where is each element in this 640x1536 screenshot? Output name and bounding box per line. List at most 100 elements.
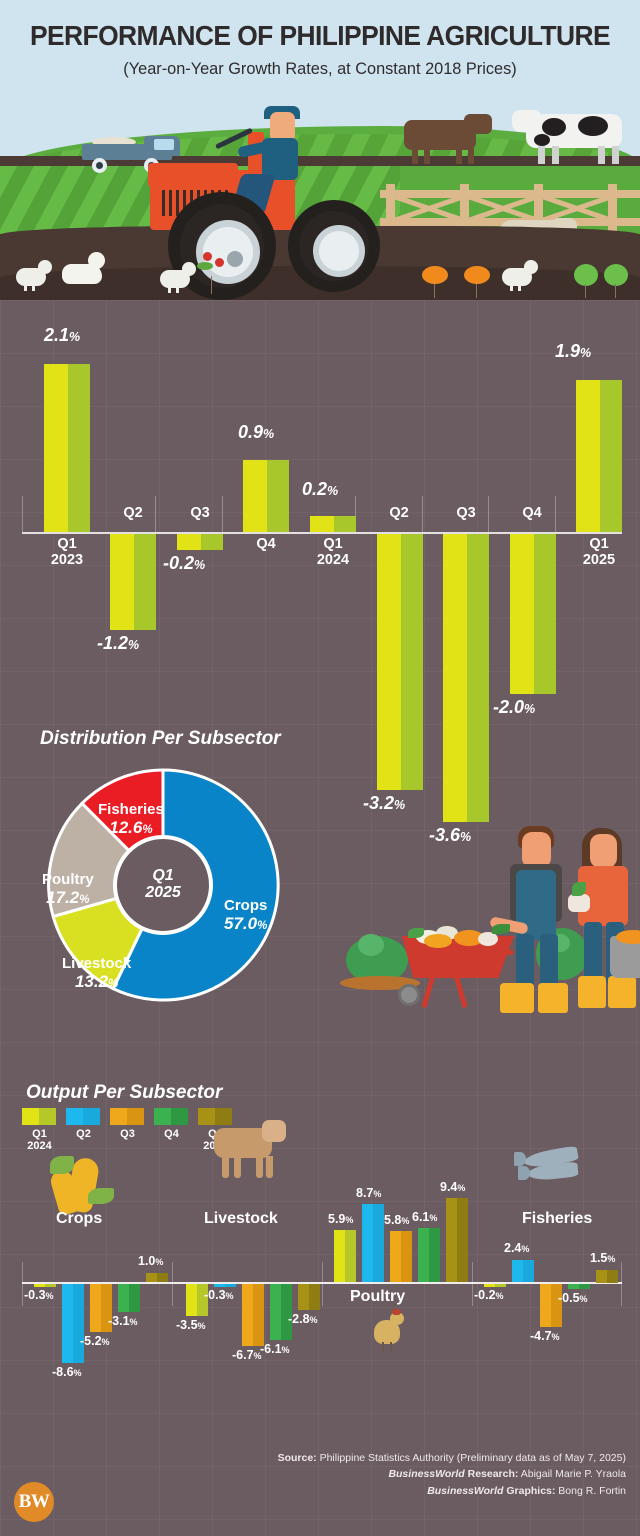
- wheelbarrow-leg: [453, 973, 468, 1009]
- bar-q1-2024: [310, 516, 356, 532]
- brown-cow-icon: [398, 110, 492, 164]
- footer-source: Source: Philippine Statistics Authority …: [278, 1450, 626, 1467]
- output-value-crops-q3: -5.2%: [80, 1334, 110, 1348]
- output-bar-livestock-q4: [270, 1284, 292, 1340]
- chicken-icon: [500, 260, 542, 291]
- output-bar-crops-q1-2024: [34, 1284, 56, 1287]
- output-value-livestock-q4: -6.1%: [260, 1342, 290, 1356]
- bar-value-q2-2024: -3.2%: [363, 793, 406, 813]
- donut-center-line2: 2025: [145, 884, 181, 901]
- bar-q4-2024: [510, 534, 556, 694]
- output-bar-fisheries-q4: [568, 1284, 590, 1289]
- bush-highlight: [358, 934, 384, 956]
- output-bar-livestock-q3: [242, 1284, 264, 1346]
- chicken-icon: [158, 262, 200, 293]
- slice-label-livestock: Livestock 13.2%: [62, 955, 132, 991]
- cow-icon: [208, 1114, 286, 1180]
- chicken-icon: [14, 260, 56, 291]
- businessworld-logo[interactable]: BW: [14, 1482, 54, 1522]
- output-bar-poultry-q1-2024: [334, 1230, 356, 1282]
- output-bar-crops-q3: [90, 1284, 112, 1332]
- output-title: Output Per Subsector: [26, 1082, 223, 1103]
- output-bar-poultry-q2: [362, 1204, 384, 1282]
- legend-item-q1-2024: Q1 2024: [22, 1108, 57, 1153]
- output-bar-livestock-q2: [214, 1284, 236, 1287]
- output-value-livestock-q2: -0.3%: [204, 1288, 234, 1302]
- bar-q3-2024: [443, 534, 489, 822]
- farmer-female-head: [590, 834, 617, 868]
- output-bar-crops-q2: [62, 1284, 84, 1363]
- bar-q1-2025: [576, 380, 622, 532]
- axis-tick: [355, 496, 356, 532]
- footer-graphics-brand: BusinessWorld: [427, 1485, 504, 1498]
- header: PERFORMANCE OF PHILIPPINE AGRICULTURE (Y…: [0, 0, 640, 100]
- axis-tick: [155, 496, 156, 532]
- bar-q4-2023: [243, 460, 289, 532]
- footer-graphics-label: Graphics:: [506, 1485, 556, 1498]
- legend-swatch-q1-2025: [198, 1108, 232, 1125]
- farmer-male-leg: [516, 934, 534, 992]
- bar-value-q3-2024: -3.6%: [429, 825, 472, 845]
- axis-tick: [488, 496, 489, 532]
- group-label-livestock: Livestock: [204, 1210, 278, 1227]
- output-value-fisheries-q4: -0.5%: [558, 1291, 588, 1305]
- output-value-fisheries-q3: -4.7%: [530, 1329, 560, 1343]
- bar-label-q3-2023: Q3: [190, 505, 210, 521]
- footer-research-brand: BusinessWorld: [388, 1468, 465, 1481]
- footer-research: BusinessWorld Research: Abigail Marie P.…: [278, 1466, 626, 1483]
- output-axis-tick: [22, 1262, 23, 1306]
- bar-value-q4-2023: 0.9%: [238, 422, 275, 442]
- farmer-male-head: [522, 832, 551, 868]
- radish-leaves: [572, 882, 586, 896]
- slice-label-poultry: Poultry 17.2%: [42, 871, 94, 907]
- output-value-crops-q1-2025: 1.0%: [138, 1254, 164, 1268]
- output-bar-crops-q1-2025: [146, 1273, 168, 1282]
- output-value-poultry-q1-2025: 9.4%: [440, 1180, 466, 1194]
- bar-label-q1-2023: Q1 2023: [50, 536, 84, 569]
- donut-center-label: Q1 2025: [113, 835, 213, 935]
- bucket-produce: [616, 930, 640, 944]
- donut-center-line1: Q1: [152, 867, 174, 885]
- output-bar-fisheries-q2: [512, 1260, 534, 1282]
- group-label-fisheries: Fisheries: [522, 1210, 593, 1227]
- distribution-section: Distribution Per Subsector Q1 2025 Crops…: [0, 720, 340, 1060]
- output-value-poultry-q1-2024: 5.9%: [328, 1212, 354, 1226]
- bar-label-q4-2024: Q4: [522, 505, 542, 521]
- output-axis-tick: [322, 1262, 323, 1306]
- bar-label-q1-2025: Q1 2025: [582, 536, 616, 569]
- legend-label-q1-2024: Q1 2024: [27, 1128, 52, 1153]
- bar-value-q3-2023: -0.2%: [163, 553, 206, 573]
- footer-source-text: Philippine Statistics Authority (Prelimi…: [319, 1451, 626, 1464]
- output-value-fisheries-q1-2024: -0.2%: [474, 1288, 504, 1302]
- bar-value-q1-2024: 0.2%: [302, 479, 339, 499]
- output-axis-tick: [172, 1262, 173, 1306]
- legend-label-q3: Q3: [120, 1128, 135, 1140]
- bar-label-q2-2024: Q2: [389, 505, 409, 521]
- output-axis-tick: [621, 1262, 622, 1306]
- wheelbarrow-wheel: [398, 984, 420, 1006]
- output-value-crops-q1-2024: -0.3%: [24, 1288, 54, 1302]
- bar-label-q2-2023: Q2: [123, 505, 143, 521]
- farmer-female-boot: [578, 976, 606, 1008]
- dirt-road: [0, 156, 640, 166]
- axis-tick: [422, 496, 423, 532]
- corn-icon: [48, 1154, 118, 1222]
- page-subtitle: (Year-on-Year Growth Rates, at Constant …: [123, 58, 517, 78]
- farmer-female-leg: [584, 922, 602, 984]
- footer-graphics: BusinessWorld Graphics: Bong R. Fortin: [278, 1483, 626, 1500]
- cabbage-row-icon: [572, 262, 640, 298]
- output-bar-fisheries-q1-2024: [484, 1284, 506, 1287]
- footer-research-name: Abigail Marie P. Yraola: [520, 1468, 626, 1481]
- output-value-fisheries-q2: 2.4%: [504, 1241, 530, 1255]
- output-value-livestock-q1-2025: -2.8%: [288, 1312, 318, 1326]
- bar-q2-2024: [377, 534, 423, 790]
- legend-swatch-q3: [110, 1108, 144, 1125]
- bar-q3-2023: [177, 534, 223, 550]
- legend-swatch-q1-2024: [22, 1108, 56, 1125]
- wheelbarrow-leg: [421, 973, 436, 1009]
- output-value-livestock-q1-2024: -3.5%: [176, 1318, 206, 1332]
- output-zero-axis: [22, 1282, 622, 1284]
- bar-label-q3-2024: Q3: [456, 505, 476, 521]
- axis-tick: [222, 496, 223, 532]
